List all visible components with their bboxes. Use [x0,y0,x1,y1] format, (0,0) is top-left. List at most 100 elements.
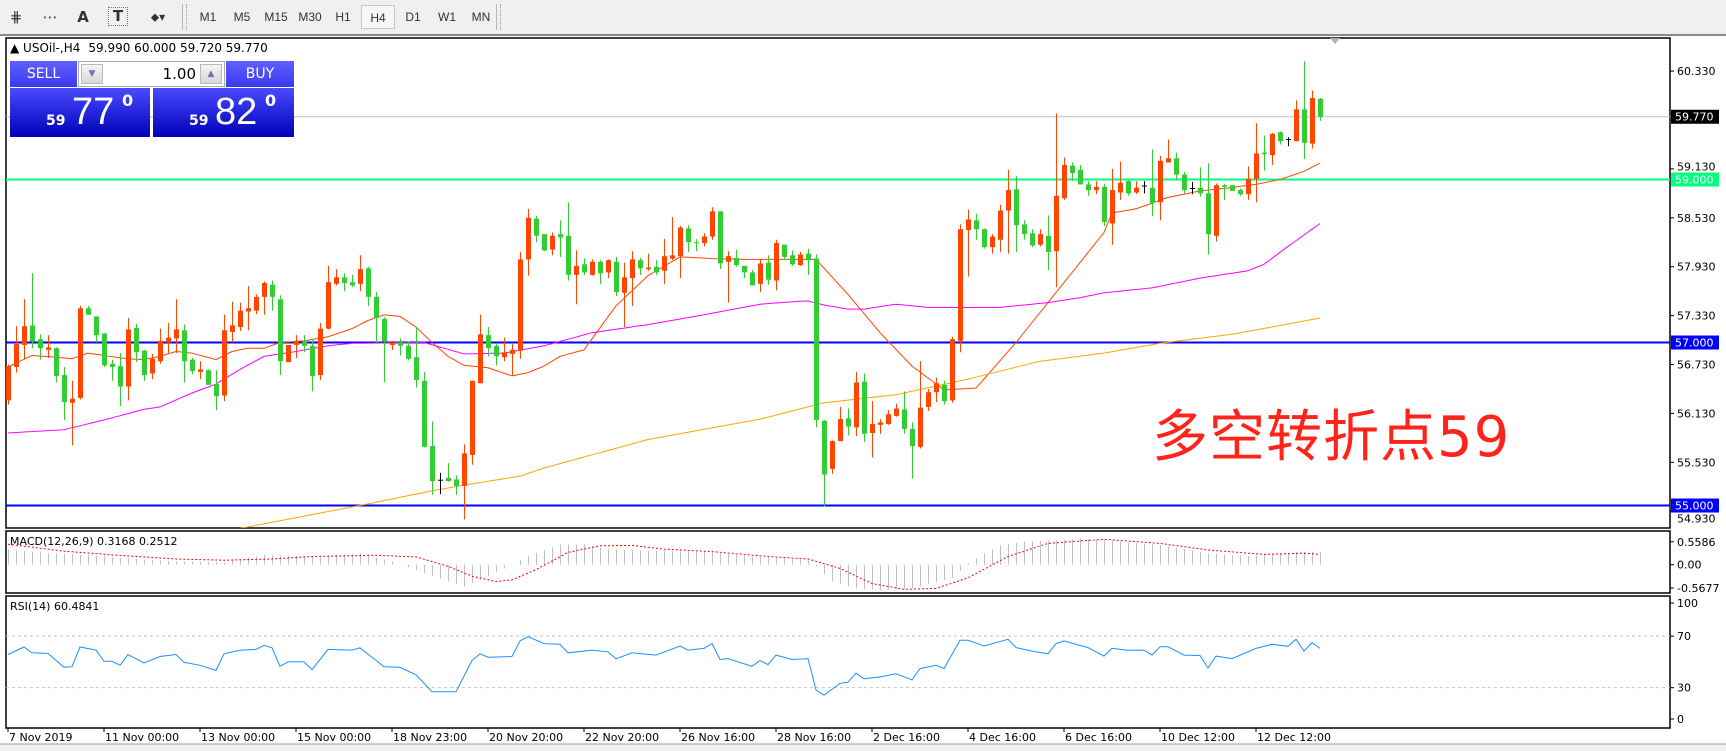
candle [678,225,683,279]
timeframe-mn-button[interactable]: MN [471,10,491,24]
chart-annotation-text[interactable]: 多空转折点59 [1152,405,1511,470]
candle [350,274,355,288]
candle-body [686,228,691,243]
candle [454,475,459,495]
candle-body [238,310,243,328]
timeframe-m5-button[interactable]: M5 [233,10,251,24]
candle-body [1246,178,1251,195]
candle [430,421,435,495]
timeframe-h1-button[interactable]: H1 [335,10,351,24]
chart-shift-marker-icon[interactable] [1330,38,1340,44]
price-tick-label: 57.930 [1677,261,1716,274]
candle [182,324,187,383]
candle-body [934,383,939,393]
buy-button[interactable]: BUY [226,61,294,87]
price-level-tag-label: 59.000 [1675,174,1714,187]
timeframe-w1-button[interactable]: W1 [438,10,456,24]
candle-body [718,211,723,264]
candle [462,444,467,520]
candle [878,419,883,434]
candle [294,335,299,358]
candle-body [566,235,571,275]
fibonacci-fan-icon[interactable]: ⋕ [9,8,23,26]
volume-increase-button[interactable]: ▲ [200,64,222,84]
candle [614,256,619,297]
sell-button[interactable]: SELL [10,61,77,87]
candle-body [214,384,219,397]
timeframe-m1-button[interactable]: M1 [199,10,217,24]
volume-value[interactable]: 1.00 [162,65,196,83]
price-tick-label: 56.730 [1677,359,1716,372]
candle [230,301,235,343]
timeframe-h4-button[interactable]: H4 [361,5,395,29]
rsi-line [7,636,1321,696]
candle-body [110,363,115,367]
sell-price-button[interactable]: 59 77 0 [10,88,150,137]
candle-body [1006,190,1011,211]
toolbar-separator [182,4,187,30]
candle-body [766,262,771,280]
arrows-icon[interactable]: ⬥▾ [150,10,166,24]
candle-body [374,296,379,319]
rsi-panel-frame [5,595,1671,729]
candle [1158,155,1163,221]
candle [758,259,763,292]
candle [1030,229,1035,248]
price-level-tag-label: 57.000 [1675,337,1714,350]
candle-body [638,260,643,269]
time-tick-label: 18 Nov 23:00 [393,731,467,744]
candle-body [150,358,155,374]
candle-body [22,326,27,345]
collapse-triangle-icon[interactable]: ▲ [10,41,23,55]
candle [654,260,659,275]
candle [190,357,195,375]
candle-body [702,236,707,244]
time-tick-label: 2 Dec 16:00 [873,731,940,744]
candle-body [62,375,67,402]
time-tick-label: 11 Nov 00:00 [105,731,179,744]
candle [902,391,907,434]
candle [1302,61,1307,160]
candle-body [334,277,339,284]
candle [1238,188,1243,196]
fibonacci-grid-icon[interactable]: ⋯ [42,8,58,26]
candle [606,259,611,279]
candle-body [950,339,955,401]
time-tick-label: 26 Nov 16:00 [681,731,755,744]
price-tick-label: 58.530 [1677,212,1716,225]
candle-body [398,342,403,346]
candle-body [1166,158,1171,163]
candle-body [782,244,787,257]
candle [870,401,875,458]
candle [558,220,563,257]
timeframe-m30-button[interactable]: M30 [298,10,322,24]
text-icon[interactable]: A [77,8,89,26]
candle-body [646,267,651,270]
candle [526,208,531,276]
rsi-label: RSI(14) 60.4841 [10,600,99,613]
candle [1118,161,1123,200]
candle-body [350,282,355,286]
horizontal-scrollbar[interactable] [0,744,1726,751]
candle-body [166,337,171,343]
candle-body [894,408,899,416]
toolbar: ⋕ ⋯ A T ⬥▾ M1 M5 M15 M30 H1 H4 D1 W1 MN [0,0,1726,36]
volume-field[interactable]: ▼ 1.00 ▲ [78,61,225,87]
volume-decrease-button[interactable]: ▼ [81,64,103,84]
time-tick-label: 4 Dec 16:00 [969,731,1036,744]
timeframe-d1-button[interactable]: D1 [405,10,421,24]
buy-price-button[interactable]: 59 82 0 [153,88,294,137]
candle-body [1062,164,1067,199]
candle [406,341,411,361]
time-tick-label: 6 Dec 16:00 [1065,731,1132,744]
buy-price-point: 0 [265,91,277,110]
candle [598,260,603,284]
text-label-icon[interactable]: T [108,7,128,26]
candle [1182,172,1187,194]
candle-body [678,227,683,257]
candle-body [774,243,779,281]
timeframe-m15-button[interactable]: M15 [264,10,288,24]
candle-body [366,268,371,297]
candle-body [78,308,83,398]
